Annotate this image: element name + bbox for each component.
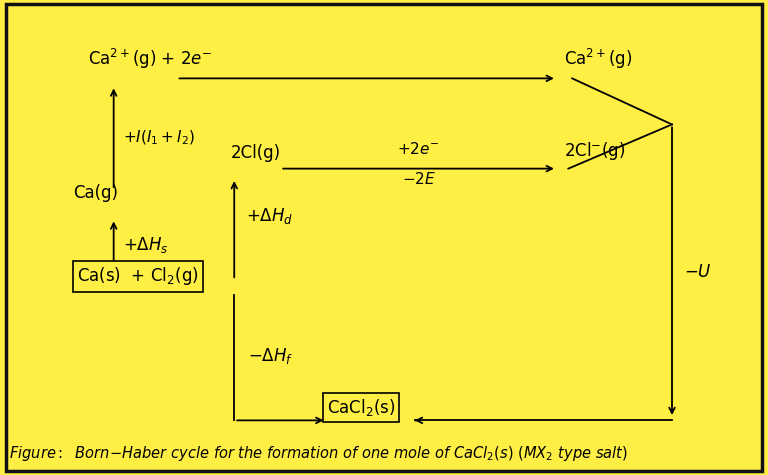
Text: $+\Delta H_s$: $+\Delta H_s$ — [123, 235, 168, 255]
Text: $-\Delta H_f$: $-\Delta H_f$ — [248, 346, 293, 366]
Text: $-U$: $-U$ — [684, 264, 711, 281]
Text: $\bf{\it{Figure:}}$  $\it{Born}$$\it{-Haber\ cycle\ for\ the\ formation\ of\ one: $\bf{\it{Figure:}}$ $\it{Born}$$\it{-Hab… — [9, 444, 628, 463]
Text: Ca$^{2+}$(g): Ca$^{2+}$(g) — [564, 47, 633, 71]
Text: Ca(g): Ca(g) — [73, 184, 118, 202]
Text: $+I(I_1 + I_2)$: $+I(I_1 + I_2)$ — [123, 129, 195, 147]
Text: CaCl$_2$(s): CaCl$_2$(s) — [327, 397, 395, 418]
Text: Ca(s)  + Cl$_2$(g): Ca(s) + Cl$_2$(g) — [77, 266, 198, 287]
Text: $+2e^{-}$: $+2e^{-}$ — [397, 141, 440, 157]
Text: $+\Delta H_d$: $+\Delta H_d$ — [246, 206, 293, 226]
Text: Ca$^{2+}$(g) + 2$e^{-}$: Ca$^{2+}$(g) + 2$e^{-}$ — [88, 47, 213, 71]
Text: 2Cl$^{-}$(g): 2Cl$^{-}$(g) — [564, 140, 626, 162]
FancyBboxPatch shape — [6, 4, 762, 471]
Text: $-2E$: $-2E$ — [402, 171, 435, 187]
Text: 2Cl(g): 2Cl(g) — [230, 143, 280, 162]
